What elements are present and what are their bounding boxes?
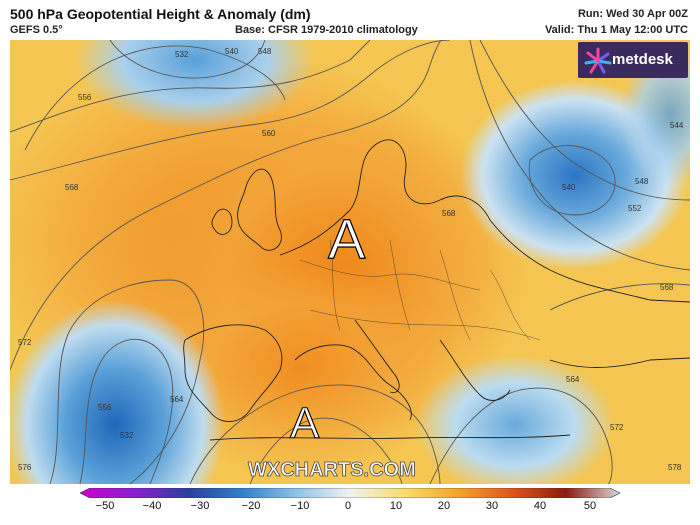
- border-line: [439, 249, 471, 341]
- metdesk-logo-text: metdesk: [612, 51, 673, 68]
- great-britain-outline: [237, 168, 282, 251]
- contour-label: 578: [668, 463, 682, 472]
- contour-line: [10, 40, 451, 181]
- balkans-coast: [439, 339, 511, 401]
- north-africa-coast: [209, 434, 571, 441]
- colorbar-tick: 0: [344, 500, 352, 512]
- country-borders: [299, 239, 541, 341]
- contour-label: 556: [78, 93, 92, 102]
- contour-label: 568: [65, 183, 79, 192]
- anticyclone-marker-south: A: [290, 399, 320, 448]
- ireland-outline: [211, 208, 233, 235]
- contour-label: 560: [262, 129, 276, 138]
- height-contours: [10, 40, 690, 484]
- colorbar-tick: −40: [142, 500, 162, 512]
- header: 500 hPa Geopotential Height & Anomaly (d…: [0, 0, 700, 40]
- metdesk-logo: metdesk: [578, 42, 688, 78]
- contour-line: [469, 40, 690, 271]
- contour-line: [479, 40, 690, 201]
- black-sea-outline: [549, 357, 690, 368]
- colorbar-tick: 30: [485, 500, 499, 512]
- colorbar-gradient: [80, 488, 620, 498]
- valid-time-label: Valid: Thu 1 May 12:00 UTC: [544, 24, 688, 36]
- contour-line: [109, 40, 266, 79]
- north-coast-outline: [279, 139, 690, 303]
- border-line: [329, 239, 341, 331]
- contour-line: [249, 417, 403, 484]
- contour-label: 544: [670, 121, 684, 130]
- contour-line: [79, 339, 174, 484]
- contour-line: [24, 45, 286, 151]
- contour-labels: 532 540 548 556 560 568 572 556 564 532 …: [18, 47, 684, 472]
- colorbar-tick: −10: [290, 500, 310, 512]
- colorbar-tick: −50: [95, 500, 115, 512]
- map-svg: 532 540 548 556 560 568 572 556 564 532 …: [10, 40, 690, 484]
- contour-line: [10, 40, 371, 133]
- map-title: 500 hPa Geopotential Height & Anomaly (d…: [10, 6, 311, 22]
- climatology-base-label: Base: CFSR 1979-2010 climatology: [235, 24, 418, 36]
- contour-label: 568: [442, 209, 456, 218]
- contour-label: 552: [628, 204, 642, 213]
- anomaly-map: 532 540 548 556 560 568 572 556 564 532 …: [10, 40, 690, 484]
- anticyclone-marker-north: A: [328, 207, 366, 270]
- contour-label: 576: [18, 463, 32, 472]
- contour-line: [429, 387, 613, 484]
- italy-outline: [354, 319, 400, 393]
- contour-line: [528, 145, 616, 216]
- metdesk-star-icon: [584, 47, 612, 74]
- contour-label: 556: [98, 403, 112, 412]
- mediterranean-north-coast: [294, 344, 412, 421]
- border-line: [309, 309, 541, 341]
- contour-label: 572: [18, 338, 32, 347]
- contour-label: 540: [562, 183, 576, 192]
- low-anomaly-southeast: [415, 355, 615, 484]
- border-line: [299, 259, 481, 291]
- contour-line: [49, 279, 205, 484]
- run-time-label: Run: Wed 30 Apr 00Z: [577, 8, 688, 20]
- anomaly-colorbar: [80, 488, 620, 498]
- iberia-outline: [183, 324, 283, 422]
- colorbar-tick: 20: [437, 500, 451, 512]
- wxcharts-watermark: WXCHARTS.COM: [248, 459, 416, 481]
- low-anomaly-northeast: [620, 45, 690, 185]
- colorbar-tick: −20: [241, 500, 261, 512]
- colorbar-tick: 10: [389, 500, 403, 512]
- contour-label: 532: [120, 431, 134, 440]
- model-label: GEFS 0.5°: [10, 24, 63, 36]
- contour-label: 572: [610, 423, 624, 432]
- contour-label: 532: [175, 50, 189, 59]
- contour-label: 548: [258, 47, 272, 56]
- colorbar-tick: −30: [190, 500, 210, 512]
- contour-label: 548: [635, 177, 649, 186]
- contour-label: 564: [566, 375, 580, 384]
- contour-label: 568: [660, 283, 674, 292]
- colorbar-tick: 50: [583, 500, 597, 512]
- contour-label: 564: [170, 395, 184, 404]
- coastlines: [183, 139, 690, 441]
- contour-line: [189, 384, 441, 484]
- border-line: [489, 269, 531, 341]
- border-line: [389, 239, 411, 331]
- colorbar-tick: 40: [533, 500, 547, 512]
- colorbar-ticks: −50 −40 −30 −20 −10 0 10 20 30 40 50: [0, 500, 700, 520]
- contour-label: 540: [225, 47, 239, 56]
- contour-line: [10, 40, 443, 371]
- contour-line: [549, 283, 690, 311]
